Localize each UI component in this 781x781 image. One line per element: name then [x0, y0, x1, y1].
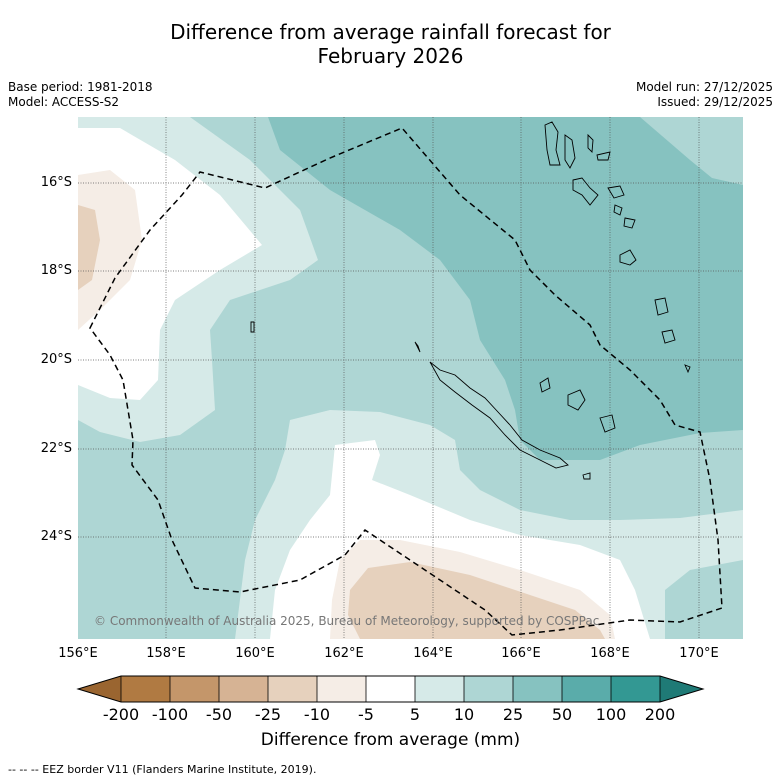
coast-erromango: [619, 249, 637, 266]
colorbar-extend-high: [660, 676, 703, 702]
coast-tanna: [654, 297, 669, 316]
lat-label-22s: 22°S: [40, 441, 72, 456]
coast-isle-of-pines: [582, 472, 591, 480]
model-run: Model run: 27/12/2025: [635, 80, 773, 94]
colorbar-bin-9: [513, 676, 562, 702]
colorbar-tick-8: 10: [453, 705, 475, 724]
colorbar-tick-9: 25: [502, 705, 524, 724]
lon-label-164e: 164°E: [413, 646, 453, 661]
coast-shepherd: [613, 204, 623, 216]
lat-label-18s: 18°S: [40, 263, 72, 278]
coast-aneityum: [661, 329, 676, 344]
coast-new-caledonia: [429, 361, 569, 469]
coast-maewo: [587, 133, 594, 154]
model-name: Model: ACCESS-S2: [8, 95, 120, 109]
contour-10-25-ne: [640, 117, 743, 185]
coastlines: [250, 121, 691, 480]
lon-label-160e: 160°E: [235, 646, 275, 661]
colorbar-tick-11: 100: [595, 705, 627, 724]
coast-espiritu-santo: [544, 121, 561, 166]
coast-malekula: [572, 177, 599, 206]
lon-label-162e: 162°E: [324, 646, 364, 661]
colorbar-bin-8: [464, 676, 513, 702]
coast-epi: [607, 185, 625, 199]
colorbar-tick-12: 200: [644, 705, 676, 724]
lat-label-20s: 20°S: [40, 352, 72, 367]
eez-border: [89, 127, 723, 636]
colorbar-bin-6: [366, 676, 415, 702]
coast-lifou: [567, 389, 586, 411]
meta-left: Base period: 1981-2018 Model: ACCESS-S2: [8, 80, 153, 110]
colorbar-bin-5: [317, 676, 366, 702]
colorbar-tick-3: -50: [205, 705, 233, 724]
colorbar-extend-low: [78, 676, 121, 702]
rainfall-contours: [78, 117, 743, 639]
title-line-2: February 2026: [317, 44, 464, 68]
lon-label-158e: 158°E: [146, 646, 186, 661]
colorbar-tick-6: -5: [358, 705, 374, 724]
coast-malekula-north: [564, 134, 576, 169]
base-period: Base period: 1981-2018: [8, 80, 153, 94]
colorbar-tick-2: -100: [151, 705, 189, 724]
lon-label-170e: 170°E: [679, 646, 719, 661]
coast-islet-1: [414, 341, 421, 353]
contour-25-50-north: [268, 117, 743, 460]
coast-ambae: [596, 151, 611, 161]
lon-label-168e: 168°E: [590, 646, 630, 661]
contour-dry-south: [348, 562, 605, 639]
copyright-notice: © Commonwealth of Australia 2025, Bureau…: [94, 614, 600, 628]
colorbar-bin-11: [611, 676, 660, 702]
colorbar-bin-10: [562, 676, 611, 702]
colorbar-bin-1: [121, 676, 170, 702]
coast-islet-2: [684, 364, 691, 374]
contour-dry-west: [78, 205, 100, 290]
lon-label-156e: 156°E: [58, 646, 98, 661]
meta-right: Model run: 27/12/2025 Issued: 29/12/2025: [636, 80, 773, 110]
issued-date: Issued: 29/12/2025: [657, 95, 773, 109]
colorbar-bin-4: [268, 676, 317, 702]
colorbar-tick-4: -25: [254, 705, 282, 724]
coast-ouvea: [539, 377, 551, 393]
colorbar-title: Difference from average (mm): [260, 730, 521, 750]
gridlines: [78, 117, 743, 639]
colorbar-tick-7: 5: [409, 705, 421, 724]
colorbar-tick-5: -10: [303, 705, 331, 724]
colorbar-bin-3: [219, 676, 268, 702]
colorbar-bin-2: [170, 676, 219, 702]
title-line-1: Difference from average rainfall forecas…: [170, 20, 611, 44]
lon-label-166e: 166°E: [501, 646, 541, 661]
colorbar-tick-10: 50: [551, 705, 573, 724]
lat-label-16s: 16°S: [40, 175, 72, 190]
coast-mare: [599, 414, 616, 433]
map-title: Difference from average rainfall forecas…: [0, 20, 781, 68]
lat-label-24s: 24°S: [40, 529, 72, 544]
colorbar-dividers: [120, 676, 661, 702]
colorbar-bin-7: [415, 676, 464, 702]
eez-legend-note: -- -- -- EEZ border V11 (Flanders Marine…: [8, 763, 317, 776]
colorbar-tick-1: -200: [102, 705, 140, 724]
coast-chesterfield: [250, 321, 255, 333]
coast-efate: [623, 217, 636, 229]
